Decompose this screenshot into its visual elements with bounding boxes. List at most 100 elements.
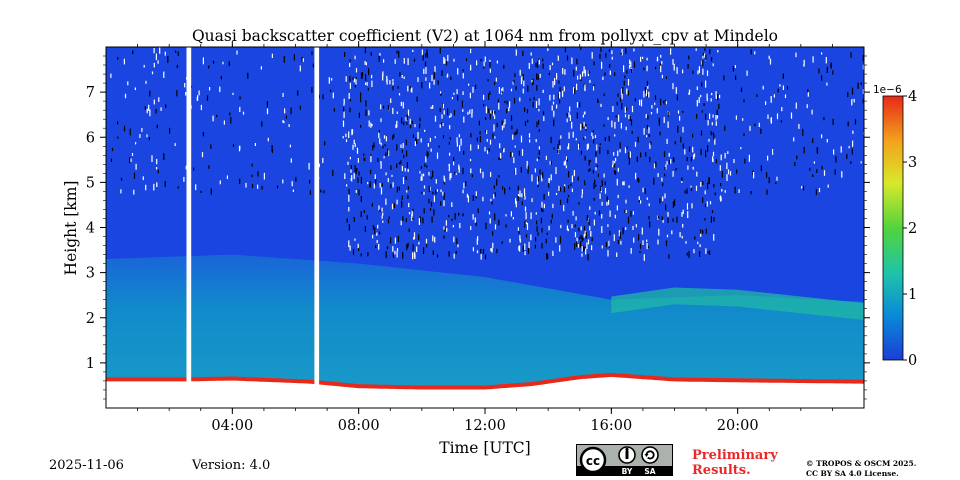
- noise-speck: [398, 162, 401, 165]
- noise-speck: [505, 214, 507, 217]
- noise-speck: [370, 52, 372, 56]
- noise-speck: [423, 247, 425, 254]
- noise-speck: [765, 101, 767, 105]
- noise-speck: [494, 111, 496, 114]
- noise-speck: [713, 184, 715, 188]
- noise-speck: [542, 209, 544, 213]
- noise-speck: [386, 78, 388, 85]
- noise-speck: [498, 219, 500, 226]
- noise-speck: [862, 98, 864, 104]
- noise-speck: [682, 110, 684, 113]
- noise-speck: [807, 92, 809, 97]
- noise-speck: [826, 82, 828, 86]
- noise-speck: [607, 117, 609, 121]
- noise-speck: [645, 151, 647, 157]
- noise-speck: [584, 246, 586, 251]
- noise-speck: [503, 148, 505, 153]
- noise-speck: [577, 176, 579, 181]
- noise-speck: [659, 131, 661, 136]
- noise-speck: [431, 74, 433, 82]
- noise-speck: [354, 165, 356, 172]
- noise-speck: [393, 203, 395, 208]
- noise-speck: [618, 230, 620, 237]
- noise-speck: [607, 250, 609, 257]
- noise-speck: [562, 68, 564, 75]
- noise-speck: [508, 107, 510, 112]
- noise-speck: [193, 167, 195, 171]
- noise-speck: [489, 218, 491, 224]
- noise-speck: [461, 100, 463, 108]
- noise-speck: [344, 173, 346, 179]
- noise-speck: [442, 103, 444, 109]
- noise-speck: [623, 80, 625, 86]
- noise-speck: [407, 85, 409, 92]
- noise-speck: [790, 112, 793, 119]
- noise-speck: [400, 101, 402, 106]
- noise-speck: [490, 248, 492, 252]
- noise-speck: [349, 156, 351, 160]
- noise-speck: [663, 100, 665, 104]
- noise-speck: [453, 92, 455, 95]
- noise-speck: [392, 182, 394, 188]
- noise-speck: [674, 199, 676, 206]
- noise-speck: [482, 249, 485, 255]
- noise-speck: [588, 169, 590, 172]
- noise-speck: [581, 189, 583, 195]
- noise-speck: [832, 118, 834, 125]
- noise-speck: [390, 237, 392, 244]
- noise-speck: [477, 208, 479, 214]
- noise-speck: [714, 138, 716, 145]
- noise-speck: [123, 125, 126, 132]
- noise-speck: [443, 56, 445, 64]
- noise-speck: [390, 184, 392, 189]
- noise-speck: [517, 227, 519, 231]
- noise-speck: [381, 183, 383, 187]
- noise-speck: [456, 142, 458, 147]
- noise-speck: [360, 253, 362, 257]
- footer-date: 2025-11-06: [49, 458, 124, 473]
- noise-speck: [515, 198, 517, 204]
- colorbar-tick-label: 2: [908, 221, 917, 237]
- noise-speck: [702, 52, 704, 55]
- noise-speck: [380, 104, 382, 110]
- noise-speck: [429, 82, 431, 89]
- noise-speck: [419, 171, 421, 174]
- noise-speck: [356, 147, 359, 154]
- noise-speck: [398, 50, 400, 58]
- noise-speck: [605, 53, 607, 58]
- noise-speck: [631, 105, 634, 113]
- noise-speck: [403, 76, 405, 79]
- noise-speck: [439, 47, 441, 54]
- noise-speck: [639, 99, 641, 106]
- noise-speck: [578, 143, 580, 150]
- noise-speck: [405, 139, 407, 146]
- noise-speck: [851, 148, 853, 155]
- noise-speck: [660, 98, 662, 106]
- noise-speck: [662, 182, 664, 187]
- noise-speck: [615, 115, 617, 118]
- noise-speck: [686, 156, 688, 162]
- noise-speck: [570, 183, 572, 186]
- noise-speck: [706, 93, 708, 99]
- noise-speck: [432, 170, 434, 174]
- noise-speck: [285, 115, 287, 119]
- noise-speck: [366, 82, 368, 86]
- noise-speck: [714, 192, 716, 196]
- noise-speck: [537, 232, 539, 236]
- noise-speck: [361, 76, 363, 79]
- noise-speck: [453, 236, 455, 243]
- noise-speck: [479, 131, 481, 135]
- noise-speck: [601, 61, 603, 69]
- noise-speck: [536, 85, 538, 91]
- noise-speck: [637, 136, 639, 143]
- noise-speck: [646, 57, 648, 61]
- noise-speck: [495, 77, 497, 82]
- noise-speck: [670, 48, 672, 55]
- noise-speck: [622, 87, 624, 94]
- noise-speck: [436, 254, 439, 258]
- noise-speck: [639, 243, 642, 249]
- noise-speck: [701, 110, 703, 113]
- noise-speck: [470, 168, 472, 174]
- noise-speck: [494, 213, 496, 221]
- noise-speck: [127, 81, 129, 86]
